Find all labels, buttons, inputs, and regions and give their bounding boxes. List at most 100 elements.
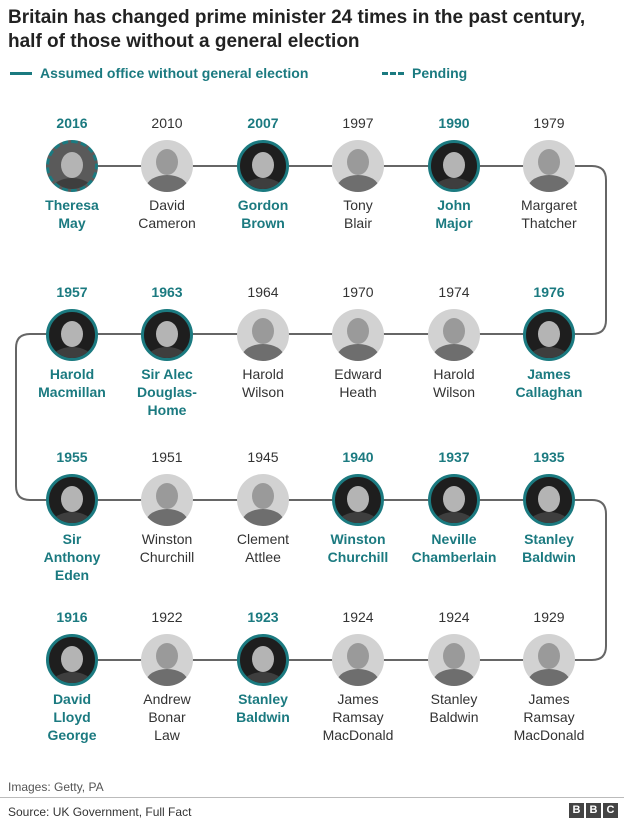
portrait-head — [156, 643, 178, 669]
pm-name-line: Harold — [242, 366, 284, 382]
pm-year: 1974 — [438, 284, 470, 300]
portrait-body — [51, 178, 93, 189]
pm-name-line: Home — [147, 402, 187, 418]
pm-name-line: Margaret — [520, 197, 578, 213]
pm-name-line: Chamberlain — [411, 549, 497, 565]
portrait-icon — [141, 634, 193, 686]
pm-name-line: Edward — [334, 366, 382, 382]
pm-name-line: Anthony — [43, 549, 101, 565]
pm-node: 1922 Andrew Bonar Law — [115, 608, 219, 744]
pm-name-line: John — [437, 197, 471, 213]
pm-name-line: Stanley — [430, 691, 478, 707]
portrait-head — [347, 318, 369, 344]
pm-node: 2016 Theresa May — [20, 114, 124, 232]
portrait-head — [443, 486, 465, 512]
pm-name-line: Churchill — [139, 549, 195, 565]
pm-name-line: May — [58, 215, 86, 231]
pm-name-line: Stanley — [524, 531, 574, 547]
pm-year: 1916 — [56, 609, 88, 625]
pm-name-line: Eden — [54, 567, 90, 583]
legend-dashed: Pending — [382, 64, 467, 82]
pm-year: 1924 — [342, 609, 374, 625]
pm-year: 2010 — [151, 115, 183, 131]
pm-year: 1979 — [533, 115, 565, 131]
portrait-head — [538, 486, 560, 512]
pm-name-line: David — [149, 197, 185, 213]
pm-node: 1929 James Ramsay MacDonald — [497, 608, 601, 744]
pm-name-line: Clement — [236, 531, 290, 547]
portrait-icon — [523, 140, 575, 192]
pm-node: 2010 David Cameron — [115, 114, 219, 232]
pm-node: 1990 John Major — [402, 114, 506, 232]
portrait-head — [61, 152, 83, 178]
pm-node: 1924 Stanley Baldwin — [402, 608, 506, 726]
portrait-body — [146, 347, 188, 358]
pm-name-line: David — [52, 691, 92, 707]
portrait-icon — [237, 309, 289, 361]
portrait-body — [528, 347, 570, 358]
pm-name-line: Harold — [49, 366, 95, 382]
pm-name-line: Baldwin — [236, 709, 290, 725]
portrait-head — [347, 486, 369, 512]
pm-name: John Major — [402, 196, 506, 232]
pm-name-line: Douglas- — [137, 384, 197, 400]
pm-name-line: Lloyd — [53, 709, 91, 725]
portrait-icon — [523, 634, 575, 686]
pm-node: 1955 Sir Anthony Eden — [20, 448, 124, 584]
portrait-body — [51, 512, 93, 523]
pm-name-line: Ramsay — [523, 709, 575, 725]
portrait-icon — [428, 309, 480, 361]
pm-name: Margaret Thatcher — [497, 196, 601, 232]
pm-name: James Callaghan — [497, 365, 601, 401]
portrait-head — [156, 321, 178, 347]
pm-year: 1937 — [438, 449, 470, 465]
bbc-logo-letter: C — [603, 803, 618, 818]
pm-year: 1970 — [342, 284, 374, 300]
pm-name: David Cameron — [115, 196, 219, 232]
pm-year: 1997 — [342, 115, 374, 131]
pm-name-line: Winston — [141, 531, 193, 547]
portrait-head — [538, 643, 560, 669]
pm-name: David Lloyd George — [20, 690, 124, 744]
portrait-icon — [46, 474, 98, 526]
pm-node: 1957 Harold Macmillan — [20, 283, 124, 401]
portrait-head — [156, 149, 178, 175]
portrait-body — [146, 175, 188, 192]
bbc-logo: B B C — [569, 803, 618, 818]
portrait-body — [146, 669, 188, 686]
pm-node: 1979 Margaret Thatcher — [497, 114, 601, 232]
pm-year: 1990 — [438, 115, 470, 131]
pm-name-line: Winston — [330, 531, 386, 547]
pm-node: 2007 Gordon Brown — [211, 114, 315, 232]
pm-name: Sir Anthony Eden — [20, 530, 124, 584]
portrait-head — [156, 483, 178, 509]
image-credit: Images: Getty, PA — [8, 780, 104, 794]
portrait-icon — [141, 140, 193, 192]
portrait-icon — [237, 140, 289, 192]
pm-name-line: Heath — [339, 384, 377, 400]
pm-node: 1976 James Callaghan — [497, 283, 601, 401]
pm-name-line: James — [337, 691, 379, 707]
pm-year: 1964 — [247, 284, 279, 300]
portrait-head — [252, 483, 274, 509]
portrait-icon — [237, 634, 289, 686]
pm-year: 1963 — [151, 284, 183, 300]
pm-name-line: Major — [435, 215, 473, 231]
pm-name-line: George — [47, 727, 97, 743]
portrait-body — [528, 175, 570, 192]
portrait-body — [242, 178, 284, 189]
pm-year: 1935 — [533, 449, 565, 465]
portrait-head — [538, 321, 560, 347]
pm-name-line: Wilson — [432, 384, 475, 400]
portrait-icon — [332, 634, 384, 686]
pm-node: 1945 Clement Attlee — [211, 448, 315, 566]
pm-name: Neville Chamberlain — [402, 530, 506, 566]
pm-name-line: Sir — [62, 531, 82, 547]
pm-year: 1924 — [438, 609, 470, 625]
pm-node: 1970 Edward Heath — [306, 283, 410, 401]
portrait-icon — [237, 474, 289, 526]
pm-name: Winston Churchill — [115, 530, 219, 566]
portrait-icon — [523, 474, 575, 526]
pm-name: Theresa May — [20, 196, 124, 232]
pm-name: Stanley Baldwin — [497, 530, 601, 566]
